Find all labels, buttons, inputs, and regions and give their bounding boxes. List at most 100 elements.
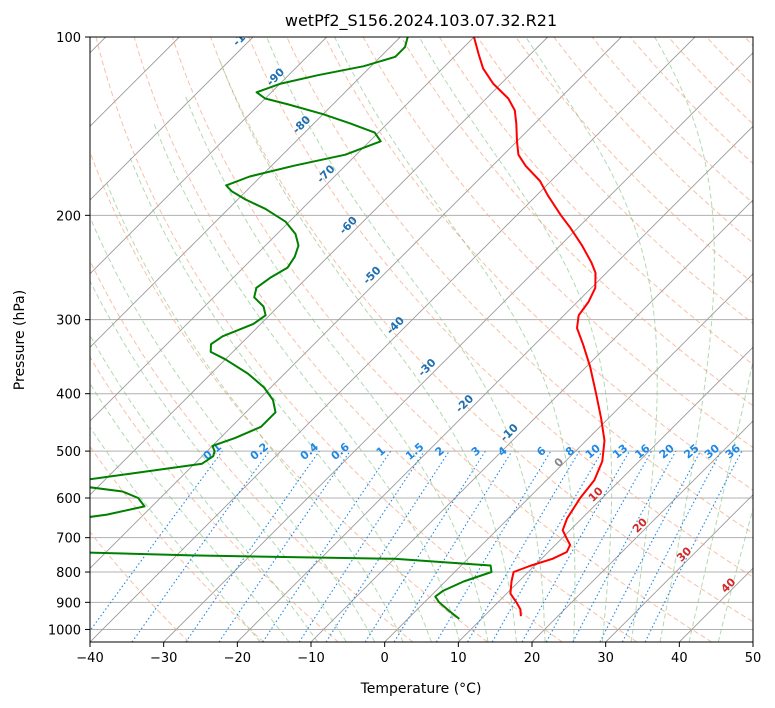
isotherm-line bbox=[90, 37, 328, 275]
series-lines bbox=[90, 37, 606, 620]
temperature-line bbox=[473, 37, 606, 617]
moist-adiabat-label: 40 bbox=[718, 575, 738, 595]
mixing-ratio-label: 2 bbox=[433, 444, 447, 459]
dry-adiabat-line bbox=[248, 37, 753, 578]
y-tick-label: 200 bbox=[56, 209, 81, 224]
dry-adiabat-line bbox=[171, 37, 712, 642]
moist-adiabat-line bbox=[688, 358, 753, 642]
dry-adiabat-line bbox=[90, 355, 339, 642]
dry-adiabat-line bbox=[553, 37, 753, 244]
y-tick-label: 1000 bbox=[48, 623, 81, 638]
isotherm-value-label: -40 bbox=[384, 314, 407, 337]
mixing-ratio-line bbox=[218, 450, 351, 642]
plot-frame bbox=[89, 36, 754, 643]
mixing-ratio-lines bbox=[90, 450, 743, 642]
dry-adiabat-line bbox=[515, 37, 753, 284]
dry-adiabat-line bbox=[477, 37, 753, 325]
mixing-ratio-label: 20 bbox=[657, 441, 677, 461]
plot-area: 0.1 0.2 0.4 0.6 1 1.5 2 3 4 6 8 10 13 16 20 25 30 36-100-… bbox=[90, 20, 753, 642]
x-tick-label: −30 bbox=[150, 651, 177, 666]
dry-adiabat-line bbox=[90, 445, 264, 642]
moist-adiabat-line bbox=[266, 37, 546, 642]
mixing-ratio-label: 13 bbox=[610, 442, 630, 462]
mixing-ratio-line bbox=[364, 450, 486, 642]
x-axis: −40 −30 −20 −10 0 10 20 30 40 50 bbox=[76, 642, 761, 666]
moist-adiabat-label: 20 bbox=[630, 515, 650, 535]
mixing-ratio-line bbox=[298, 450, 425, 642]
y-axis-label: Pressure (hPa) bbox=[12, 290, 28, 390]
mixing-ratio-line bbox=[131, 450, 270, 642]
isotherm-line bbox=[90, 37, 401, 348]
isotherm-value-label: -20 bbox=[453, 392, 476, 415]
isotherm-value-label: -60 bbox=[337, 214, 360, 237]
isotherm-line bbox=[236, 125, 753, 642]
mixing-ratio-line bbox=[393, 450, 513, 642]
dry-adiabat-line bbox=[95, 37, 563, 642]
isotherm-value-label: -70 bbox=[314, 162, 337, 185]
y-tick-label: 500 bbox=[56, 445, 81, 460]
moist-adiabat-line bbox=[418, 37, 613, 642]
moist-adiabat-line bbox=[654, 37, 715, 642]
mixing-ratio-label: 30 bbox=[702, 441, 722, 461]
dry-adiabat-line bbox=[744, 37, 753, 47]
moist-adiabat-line bbox=[105, 180, 404, 642]
dry-adiabat-line bbox=[90, 259, 414, 642]
x-tick-label: 20 bbox=[524, 651, 541, 666]
moist-adiabat-line bbox=[129, 157, 432, 642]
isotherm-line bbox=[90, 37, 622, 569]
isotherm-line bbox=[90, 37, 696, 642]
isotherm-value-label: -50 bbox=[360, 264, 383, 287]
isotherm-value-label: -100 bbox=[230, 20, 259, 49]
y-tick-label: 700 bbox=[56, 532, 81, 547]
mixing-ratio-line bbox=[185, 450, 320, 642]
moist-adiabat-line bbox=[90, 382, 290, 642]
y-tick-label: 800 bbox=[56, 566, 81, 581]
y-tick-label: 400 bbox=[56, 388, 81, 403]
mixing-ratio-line bbox=[572, 450, 677, 642]
isotherm-line bbox=[90, 37, 254, 201]
mixing-ratio-label: 16 bbox=[632, 441, 652, 461]
isotherm-line bbox=[90, 37, 475, 422]
mixing-ratio-line bbox=[435, 450, 552, 642]
x-tick-label: 30 bbox=[597, 651, 614, 666]
isotherms bbox=[90, 37, 753, 642]
isotherm-value-label: -10 bbox=[498, 421, 521, 444]
mixing-ratio-label: 1 bbox=[374, 444, 388, 459]
x-tick-label: −20 bbox=[224, 651, 251, 666]
mixing-ratio-line bbox=[621, 450, 722, 642]
dry-adiabat-line bbox=[90, 150, 488, 642]
moist-adiabat-line bbox=[90, 334, 319, 642]
dry-adiabat-line bbox=[133, 37, 638, 642]
mixing-ratio-label: 0.4 bbox=[298, 440, 322, 463]
isotherm-line bbox=[163, 52, 753, 642]
y-axis: 100 200 300 400 500 600 700 800 900 1000 bbox=[48, 31, 90, 638]
x-tick-label: −40 bbox=[76, 651, 103, 666]
x-tick-label: 10 bbox=[450, 651, 467, 666]
dry-adiabat-line bbox=[362, 37, 753, 449]
x-tick-label: −10 bbox=[297, 651, 324, 666]
isotherm-line bbox=[605, 494, 753, 642]
mixing-ratio-line bbox=[325, 450, 450, 642]
mixing-ratio-line bbox=[262, 450, 392, 642]
dry-adiabat-line bbox=[90, 531, 190, 642]
dry-adiabats bbox=[90, 37, 753, 642]
moist-adiabat-line bbox=[90, 279, 347, 642]
mixing-ratio-line bbox=[90, 450, 223, 632]
mixing-ratio-line bbox=[521, 450, 630, 642]
isotherm-line bbox=[752, 641, 753, 642]
moist-adiabats bbox=[90, 37, 753, 642]
moist-adiabat-line bbox=[184, 94, 489, 642]
moist-adiabat-line bbox=[90, 426, 261, 642]
x-tick-label: 50 bbox=[745, 651, 762, 666]
isotherm-line bbox=[384, 273, 753, 642]
dry-adiabat-line bbox=[324, 37, 753, 491]
pressure-grid bbox=[90, 37, 753, 630]
mixing-ratio-line bbox=[467, 450, 580, 642]
dewpoint-line bbox=[90, 37, 493, 620]
mixing-ratio-label: 3 bbox=[469, 444, 483, 459]
mixing-ratio-label: 0.6 bbox=[329, 440, 353, 463]
isotherm-line bbox=[90, 37, 549, 496]
x-tick-label: 0 bbox=[381, 651, 389, 666]
x-tick-label: 40 bbox=[671, 651, 688, 666]
